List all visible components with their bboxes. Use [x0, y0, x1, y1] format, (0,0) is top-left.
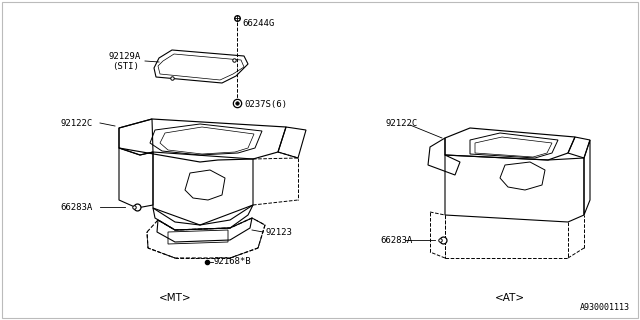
- Text: 92168*B: 92168*B: [213, 258, 251, 267]
- Text: 92122C: 92122C: [60, 118, 92, 127]
- Text: 92129A: 92129A: [108, 52, 140, 60]
- Text: <AT>: <AT>: [495, 293, 525, 303]
- Text: 66244G: 66244G: [242, 19, 275, 28]
- Text: 92122C: 92122C: [385, 118, 417, 127]
- Text: <MT>: <MT>: [159, 293, 191, 303]
- Text: 92123: 92123: [265, 228, 292, 236]
- Text: 0237S(6): 0237S(6): [244, 100, 287, 108]
- Text: 66283A: 66283A: [380, 236, 412, 244]
- Text: 66283A: 66283A: [60, 203, 92, 212]
- Text: A930001113: A930001113: [580, 303, 630, 312]
- Text: (STI): (STI): [112, 61, 139, 70]
